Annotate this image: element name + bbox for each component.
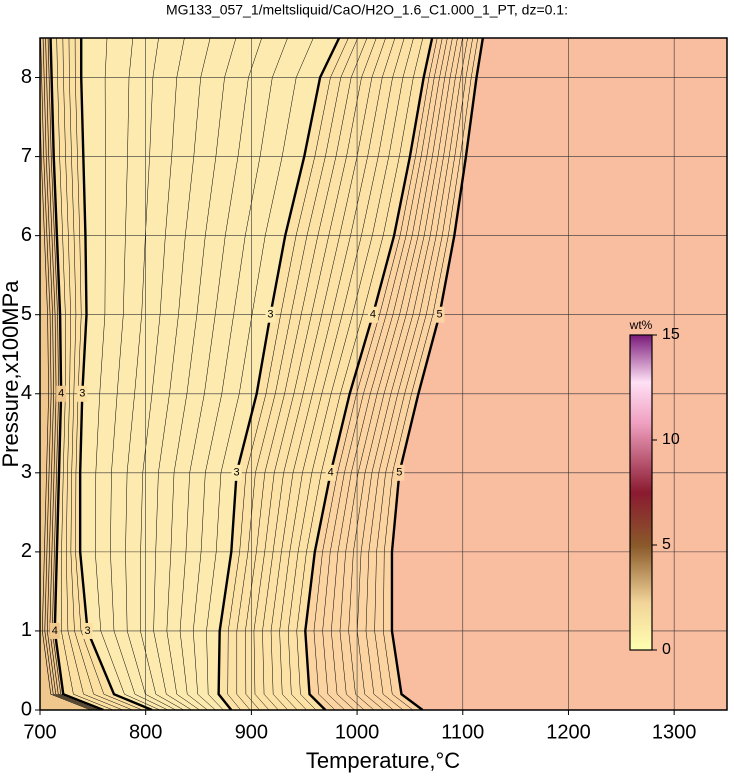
x-tick-label: 800 [129, 721, 162, 743]
y-tick-label: 1 [21, 619, 32, 641]
contour-line [390, 38, 485, 710]
chart-title: MG133_057_1/meltsliquid/CaO/H2O_1.6_C1.0… [166, 2, 568, 18]
contour-label: 4 [58, 388, 64, 400]
x-tick-label: 1200 [546, 721, 591, 743]
overlay: 700 800 900 1000 1100 1200 1300 0 1 2 3 4 5 6 7 8 wt% 0 5 1… [21, 37, 728, 743]
contour-label: 4 [370, 309, 376, 321]
contour-fill [40, 38, 153, 710]
plot-area: 4 4 3 3 3 3 4 4 5 5 [40, 38, 727, 710]
contour-label: 4 [52, 625, 58, 637]
y-tick-label: 4 [21, 382, 32, 404]
x-tick-label: 1300 [652, 721, 697, 743]
x-tick-label: 1000 [335, 721, 380, 743]
y-axis-label: Pressure,x100MPa [0, 280, 23, 468]
contour-label: 4 [328, 467, 334, 479]
x-tick-label: 700 [23, 721, 56, 743]
y-tick-label: 0 [21, 698, 32, 720]
contour-label: 5 [436, 309, 442, 321]
contour-label: 5 [396, 467, 402, 479]
y-tick-label: 6 [21, 224, 32, 246]
contour-label: 3 [79, 388, 85, 400]
contour-label-bg [367, 306, 378, 323]
colorbar-tick-label: 10 [662, 431, 680, 448]
contour-label-bg [77, 385, 88, 402]
contour-label-bg [49, 622, 60, 639]
colorbar [629, 334, 653, 651]
contour-label-bg [231, 464, 242, 481]
y-tick-label: 5 [21, 303, 32, 325]
contour-label: 3 [267, 309, 273, 321]
contour-label: 3 [234, 467, 240, 479]
contour-label-bg [56, 385, 67, 402]
contour-label: 3 [84, 625, 90, 637]
contour-line [217, 38, 341, 710]
contour-line [304, 38, 434, 710]
contour-label-bg [394, 464, 405, 481]
colorbar-tick-label: 0 [662, 641, 671, 658]
x-tick-label: 1100 [441, 721, 484, 743]
contour-label-bg [82, 622, 93, 639]
plot-frame [39, 37, 728, 711]
x-tick-label: 900 [235, 721, 268, 743]
y-tick-label: 7 [21, 145, 32, 167]
y-tick-label: 8 [21, 66, 32, 88]
contour-fill [40, 38, 104, 710]
y-tick-label: 3 [21, 461, 32, 483]
x-axis-label: Temperature,°C [306, 748, 460, 773]
colorbar-tick-label: 15 [662, 326, 680, 343]
y-tick-label: 2 [21, 540, 32, 562]
contour-label-bg [434, 306, 445, 323]
contour-label-bg [265, 306, 276, 323]
colorbar-tick-label: 5 [662, 536, 671, 553]
colorbar-label: wt% [629, 318, 653, 332]
contour-label-bg [325, 464, 336, 481]
